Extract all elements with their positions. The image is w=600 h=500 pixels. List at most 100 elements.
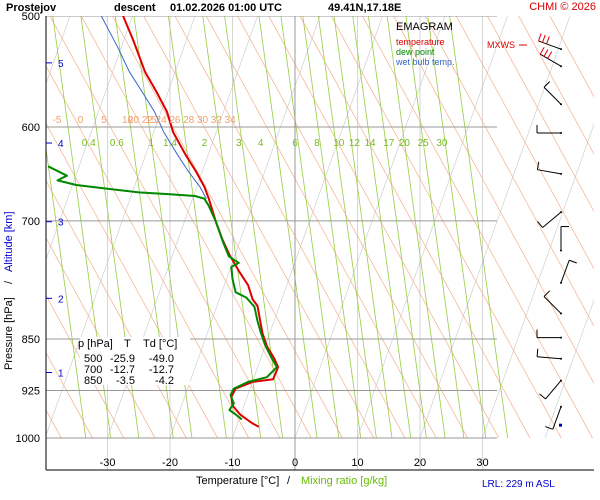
isotherm-line bbox=[544, 299, 594, 439]
wind-barb-origin bbox=[560, 249, 562, 252]
mixing-ratio-line bbox=[427, 16, 487, 439]
legend-dew-point: dew point bbox=[396, 47, 435, 57]
wind-barb-origin bbox=[560, 336, 562, 339]
wind-barb-flag bbox=[536, 161, 540, 170]
temp-tick-label: 10 bbox=[351, 457, 363, 469]
y-axis-title-sep: / bbox=[3, 280, 15, 284]
wind-barb-staff bbox=[560, 260, 570, 283]
mixing-ratio-label: 12 bbox=[349, 138, 361, 149]
temp-tick-label: -10 bbox=[225, 457, 241, 469]
dry-adiabat-line bbox=[487, 16, 594, 213]
wind-barb-staff bbox=[542, 211, 562, 228]
dry-adiabat-line bbox=[455, 16, 594, 270]
adiabat-label: 15 bbox=[145, 115, 157, 126]
dry-adiabat-line bbox=[237, 16, 468, 439]
dry-adiabat-line bbox=[393, 16, 594, 385]
altitude-tick-label: 4 bbox=[58, 139, 64, 150]
wind-barb-origin bbox=[560, 405, 562, 408]
mixing-ratio-label: 0.4 bbox=[82, 138, 96, 149]
wind-barb-flag bbox=[546, 36, 550, 45]
plot-area bbox=[46, 16, 594, 470]
wind-barb-flag bbox=[539, 47, 545, 55]
wind-barb-origin bbox=[560, 48, 562, 51]
x-axis-title-temp: Temperature [°C] bbox=[196, 475, 279, 487]
adiabat-label: 20 bbox=[128, 115, 140, 126]
temp-tick-label: 20 bbox=[414, 457, 426, 469]
dry-adiabat-line bbox=[268, 16, 500, 439]
temp-tick-label: 30 bbox=[476, 457, 488, 469]
adiabat-label: 28 bbox=[183, 115, 195, 126]
wind-barb-origin bbox=[560, 357, 562, 360]
header-mode: descent bbox=[114, 2, 156, 14]
adiabat-label: 34 bbox=[225, 115, 237, 126]
mixing-ratio-line bbox=[280, 16, 340, 439]
wind-barb-origin bbox=[560, 132, 562, 135]
table-header-td: Td [°C] bbox=[143, 338, 177, 350]
dry-adiabat-line bbox=[46, 351, 93, 439]
wind-barbs bbox=[536, 33, 577, 430]
wind-barb-flag bbox=[543, 49, 549, 57]
altitude-tick-label: 5 bbox=[58, 59, 64, 70]
table-cell: 850 bbox=[84, 375, 102, 387]
pressure-tick-label: 500 bbox=[22, 11, 40, 23]
wind-barb-flag bbox=[545, 426, 553, 430]
pressure-tick-label: 600 bbox=[22, 122, 40, 134]
temp-tick-label: -20 bbox=[162, 457, 178, 469]
wind-barb-origin bbox=[560, 211, 562, 214]
mixing-ratio-label: 0.6 bbox=[110, 138, 124, 149]
wind-barb-flag bbox=[537, 221, 543, 228]
adiabat-label: -5 bbox=[53, 115, 62, 126]
header-station: Prostejov bbox=[6, 2, 57, 14]
wind-barb-staff bbox=[543, 86, 562, 105]
mixing-ratio-line bbox=[202, 16, 262, 439]
dry-adiabat-line bbox=[112, 16, 343, 439]
temperature-line bbox=[122, 16, 280, 428]
mixing-ratio-label: 25 bbox=[418, 138, 430, 149]
wind-barb-flag bbox=[537, 33, 542, 42]
pressure-tick-label: 700 bbox=[22, 216, 40, 228]
table-cell: 500 bbox=[84, 353, 102, 365]
mixing-ratio-line bbox=[449, 16, 509, 439]
dry-adiabat-line bbox=[299, 16, 531, 439]
wind-barb bbox=[537, 33, 562, 51]
mixing-ratio-line bbox=[224, 16, 284, 439]
wind-barb bbox=[537, 211, 562, 228]
x-axis-title-sep: / bbox=[287, 475, 291, 487]
x-axis-title-mix: Mixing ratio [g/kg] bbox=[301, 475, 387, 487]
mixing-ratio-line bbox=[46, 145, 87, 439]
wind-barb bbox=[560, 259, 577, 284]
legend: EMAGRAM temperature dew point wet bulb t… bbox=[395, 21, 527, 67]
mixing-ratio-label: 2 bbox=[202, 138, 208, 149]
table-cell: -49.0 bbox=[149, 353, 174, 365]
wind-barb-origin bbox=[560, 103, 562, 106]
mixing-ratio-label: 6 bbox=[292, 138, 298, 149]
adiabat-label: 0 bbox=[78, 115, 84, 126]
mixing-ratio-line bbox=[367, 16, 427, 439]
wind-barb-staff bbox=[552, 406, 562, 430]
data-table: p [hPa] T Td [°C] 500 -25.9 -49.0 700 -1… bbox=[78, 337, 190, 387]
dry-adiabat-line bbox=[424, 16, 594, 327]
adiabat-label: 30 bbox=[197, 115, 209, 126]
altitude-tick-label: 1 bbox=[58, 369, 64, 380]
wind-barb-staff bbox=[537, 169, 562, 175]
table-header-p: p [hPa] bbox=[78, 338, 113, 350]
mixing-ratio-label: 30 bbox=[436, 138, 448, 149]
adiabat-label: 24 bbox=[156, 115, 168, 126]
wind-barb bbox=[539, 47, 562, 68]
adiabat-label: 22 bbox=[142, 115, 154, 126]
y-axis-title-pressure: Pressure [hPa] bbox=[3, 297, 15, 370]
dry-adiabat-line bbox=[143, 16, 375, 439]
wet-bulb-line bbox=[100, 16, 207, 199]
wind-barb-staff bbox=[543, 296, 562, 314]
wind-barb-staff bbox=[537, 356, 562, 360]
temp-tick-label: -30 bbox=[100, 457, 116, 469]
mixing-ratio-label: 8 bbox=[314, 138, 320, 149]
copyright: CHMI © 2026 bbox=[529, 1, 596, 13]
mixing-ratio-line bbox=[302, 16, 362, 439]
legend-wet-bulb: wet bulb temp. bbox=[395, 57, 455, 67]
mixing-ratio-line bbox=[317, 16, 377, 439]
dry-adiabat-line bbox=[49, 16, 281, 439]
wind-barb-origin bbox=[560, 281, 562, 284]
temp-tick-label: 0 bbox=[292, 457, 298, 469]
